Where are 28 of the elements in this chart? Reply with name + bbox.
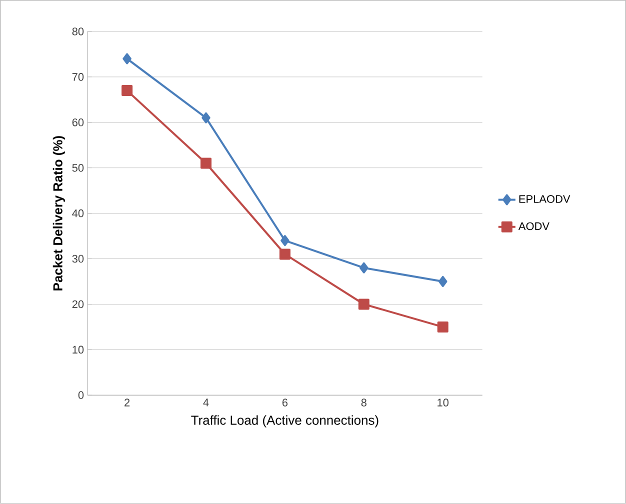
x-tick-label: 6 [282,398,288,407]
point [358,298,370,310]
point [279,248,290,260]
legend-label: EPLAODV [519,195,570,204]
point [360,262,368,274]
point [200,158,212,169]
x-axis-title: Traffic Load (Active connections) [191,415,378,428]
point [437,322,448,333]
y-tick-label: 50 [72,164,84,172]
x-tick-label: 8 [361,398,366,407]
x-tick-label: 4 [203,398,209,406]
y-axis-title: Packet Delivery Ratio (%) [52,136,65,290]
y-tick-label: 40 [72,210,84,218]
x-tick-label: 2 [124,398,130,406]
point [438,276,448,288]
y-tick-label: 20 [72,300,84,308]
point [202,112,210,124]
y-tick-label: 0 [78,391,84,400]
y-tick-label: 70 [72,73,84,81]
x-tick-label: 10 [438,398,449,407]
y-tick-label: 30 [72,255,84,263]
y-tick-label: 10 [72,346,84,354]
y-tick-label: 60 [72,118,84,126]
point [122,53,132,64]
y-tick-label: 80 [72,28,84,36]
point [122,85,133,96]
legend-label: AODV [518,222,550,230]
point [280,235,290,246]
